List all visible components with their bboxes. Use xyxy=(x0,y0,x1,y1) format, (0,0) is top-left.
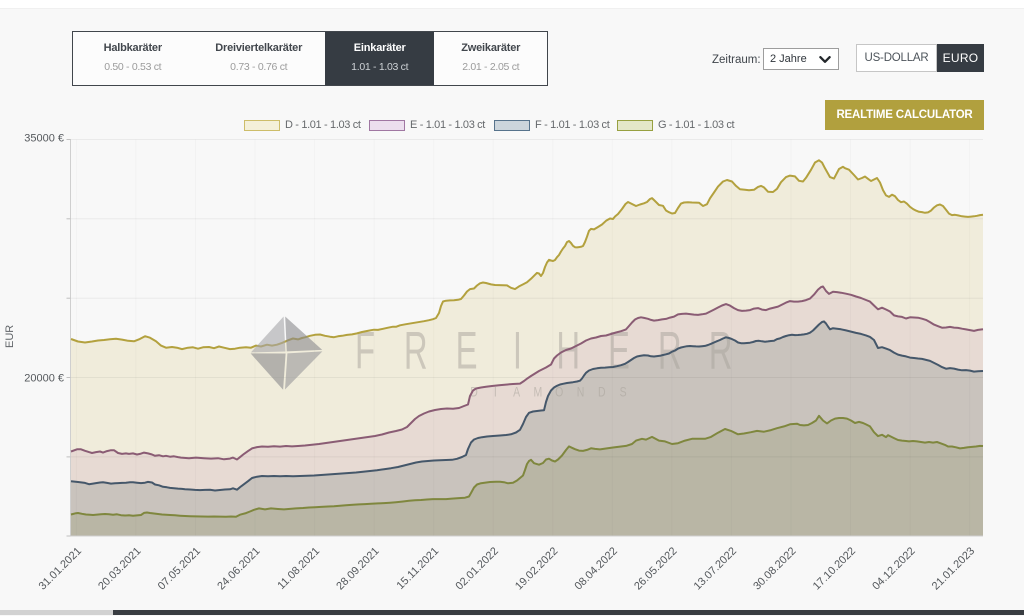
svg-text:H: H xyxy=(556,322,580,381)
svg-text:M: M xyxy=(534,384,543,400)
svg-text:D: D xyxy=(598,384,606,400)
svg-text:30.08.2022: 30.08.2022 xyxy=(751,545,798,592)
svg-text:20000 €: 20000 € xyxy=(24,373,64,385)
svg-text:A: A xyxy=(513,384,521,400)
svg-text:R: R xyxy=(658,322,682,381)
svg-text:21.01.2023: 21.01.2023 xyxy=(930,545,977,592)
svg-text:17.10.2022: 17.10.2022 xyxy=(811,545,858,592)
svg-text:O: O xyxy=(555,384,563,400)
svg-text:04.12.2022: 04.12.2022 xyxy=(870,545,917,592)
svg-text:I: I xyxy=(513,322,522,381)
svg-text:R: R xyxy=(709,322,733,381)
svg-text:13.07.2022: 13.07.2022 xyxy=(692,545,739,592)
svg-text:07.05.2021: 07.05.2021 xyxy=(156,545,203,592)
svg-text:F: F xyxy=(355,322,375,381)
svg-text:D: D xyxy=(470,384,478,400)
svg-text:E: E xyxy=(456,322,478,381)
svg-text:E: E xyxy=(608,322,630,381)
svg-text:15.11.2021: 15.11.2021 xyxy=(394,545,441,592)
svg-text:11.08.2021: 11.08.2021 xyxy=(275,545,322,592)
svg-text:EUR: EUR xyxy=(4,325,16,348)
svg-text:35000 €: 35000 € xyxy=(24,133,64,145)
svg-text:I: I xyxy=(494,384,497,400)
svg-text:26.05.2022: 26.05.2022 xyxy=(632,545,679,592)
svg-text:08.04.2022: 08.04.2022 xyxy=(573,545,620,592)
svg-text:28.09.2021: 28.09.2021 xyxy=(334,545,381,592)
svg-text:02.01.2022: 02.01.2022 xyxy=(454,545,501,592)
svg-text:19.02.2022: 19.02.2022 xyxy=(513,545,560,592)
svg-text:24.06.2021: 24.06.2021 xyxy=(215,545,262,592)
svg-text:31.01.2021: 31.01.2021 xyxy=(37,545,84,592)
svg-text:S: S xyxy=(620,384,627,400)
svg-text:20.03.2021: 20.03.2021 xyxy=(96,545,143,592)
svg-text:R: R xyxy=(404,322,428,381)
svg-text:N: N xyxy=(577,384,585,400)
